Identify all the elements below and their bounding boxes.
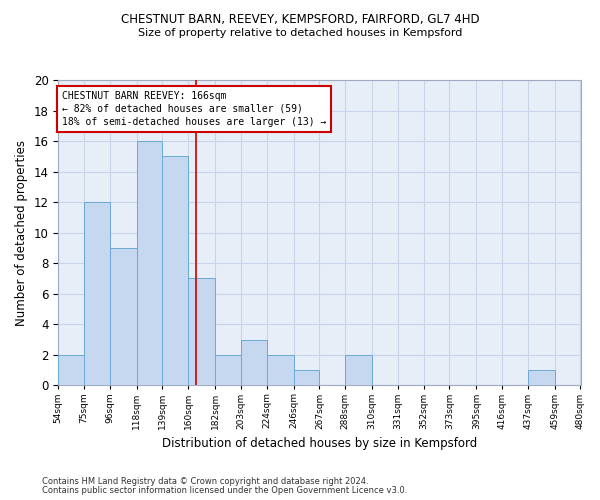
Bar xyxy=(528,370,555,386)
Text: Contains public sector information licensed under the Open Government Licence v3: Contains public sector information licen… xyxy=(42,486,407,495)
Bar xyxy=(188,278,215,386)
Bar xyxy=(241,340,266,386)
Bar xyxy=(84,202,110,386)
Text: Contains HM Land Registry data © Crown copyright and database right 2024.: Contains HM Land Registry data © Crown c… xyxy=(42,477,368,486)
Bar xyxy=(58,355,84,386)
Text: Size of property relative to detached houses in Kempsford: Size of property relative to detached ho… xyxy=(138,28,462,38)
Bar xyxy=(215,355,241,386)
Y-axis label: Number of detached properties: Number of detached properties xyxy=(15,140,28,326)
Bar xyxy=(163,156,188,386)
Text: CHESTNUT BARN, REEVEY, KEMPSFORD, FAIRFORD, GL7 4HD: CHESTNUT BARN, REEVEY, KEMPSFORD, FAIRFO… xyxy=(121,12,479,26)
Bar xyxy=(137,141,163,386)
Bar xyxy=(293,370,319,386)
Bar xyxy=(345,355,372,386)
X-axis label: Distribution of detached houses by size in Kempsford: Distribution of detached houses by size … xyxy=(162,437,477,450)
Bar xyxy=(110,248,137,386)
Text: CHESTNUT BARN REEVEY: 166sqm
← 82% of detached houses are smaller (59)
18% of se: CHESTNUT BARN REEVEY: 166sqm ← 82% of de… xyxy=(62,90,326,127)
Bar xyxy=(266,355,293,386)
